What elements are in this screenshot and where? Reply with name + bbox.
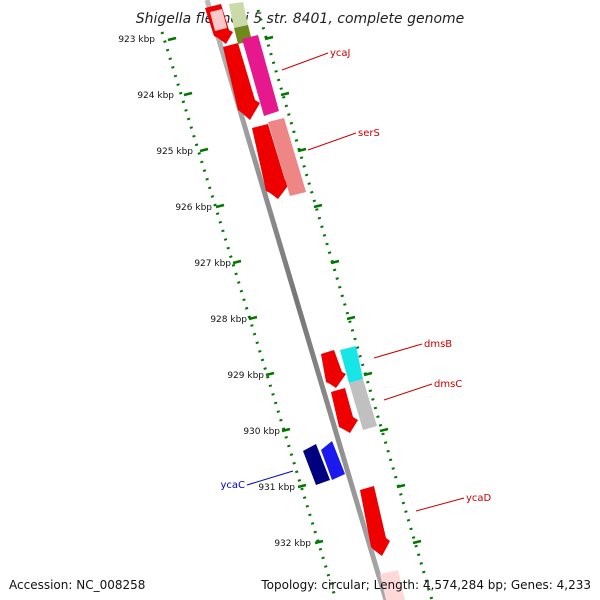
tick-label: 923 kbp (118, 35, 155, 45)
tick-label: 928 kbp (210, 315, 247, 325)
tick-label: 931 kbp (258, 483, 295, 493)
tick-label: 924 kbp (137, 91, 174, 101)
reverse-genes (303, 441, 345, 485)
feature-blocks (210, 2, 405, 600)
gene-label-ycaC[interactable]: ycaC (220, 480, 245, 491)
gene-arrow[interactable] (321, 441, 345, 480)
gene-arrow[interactable] (252, 124, 290, 199)
tick-ring-inner (160, 31, 338, 600)
genome-title: Shigella flexneri 5 str. 8401, complete … (136, 11, 465, 27)
tick-label: 927 kbp (194, 259, 231, 269)
label-leaders (246, 52, 465, 512)
gene-label-ycaD[interactable]: ycaD (466, 493, 492, 504)
tick-ring-outer (256, 9, 434, 600)
tick-label: 926 kbp (175, 203, 212, 213)
gene-arrow[interactable] (321, 350, 346, 388)
gene-arrow[interactable] (223, 43, 260, 120)
gene-arrow[interactable] (331, 388, 358, 433)
gene-label-serS[interactable]: serS (358, 128, 380, 139)
tick-label: 932 kbp (274, 539, 311, 549)
accession-text: Accession: NC_008258 (9, 578, 146, 592)
tick-label: 930 kbp (243, 427, 280, 437)
forward-genes (205, 4, 402, 600)
feature-block[interactable] (229, 2, 248, 28)
gene-arrow[interactable] (303, 444, 330, 485)
gene-arrow[interactable] (360, 486, 390, 556)
tick-label: 929 kbp (227, 371, 264, 381)
genome-stats-text: Topology: circular; Length: 4,574,284 bp… (261, 578, 591, 592)
feature-block[interactable] (340, 346, 363, 383)
gene-label-dmsC[interactable]: dmsC (434, 379, 462, 390)
gene-label-dmsB[interactable]: dmsB (424, 339, 452, 350)
feature-block[interactable] (380, 570, 405, 600)
feature-block[interactable] (242, 35, 279, 116)
feature-block[interactable] (210, 9, 227, 31)
gene-label-ycaJ[interactable]: ycaJ (330, 48, 351, 59)
feature-block[interactable] (268, 118, 306, 196)
major-ticks (167, 35, 422, 545)
tick-label: 925 kbp (156, 147, 193, 157)
feature-block[interactable] (349, 379, 377, 430)
